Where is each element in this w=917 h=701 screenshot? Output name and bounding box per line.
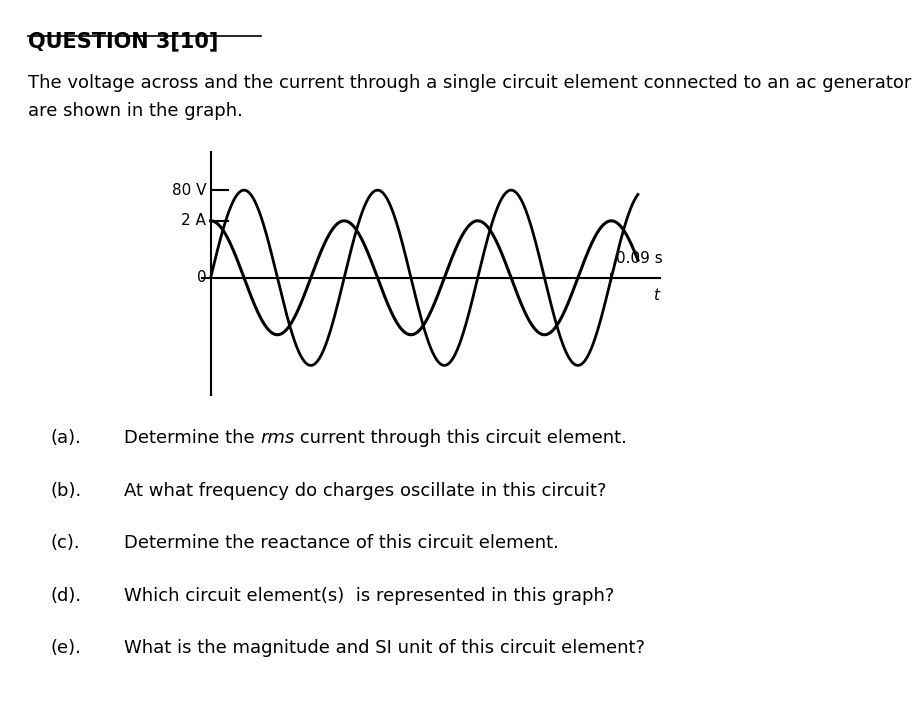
Text: What is the magnitude and SI unit of this circuit element?: What is the magnitude and SI unit of thi… bbox=[124, 639, 645, 658]
Text: Determine the reactance of this circuit element.: Determine the reactance of this circuit … bbox=[124, 534, 558, 552]
Text: are shown in the graph.: are shown in the graph. bbox=[28, 102, 242, 120]
Text: (b).: (b). bbox=[50, 482, 82, 500]
Text: current through this circuit element.: current through this circuit element. bbox=[294, 429, 627, 447]
Text: 0.09 s: 0.09 s bbox=[615, 252, 662, 266]
Text: t: t bbox=[653, 288, 658, 304]
Text: Which circuit element(s)  is represented in this graph?: Which circuit element(s) is represented … bbox=[124, 587, 614, 605]
Text: At what frequency do charges oscillate in this circuit?: At what frequency do charges oscillate i… bbox=[124, 482, 606, 500]
Text: (e).: (e). bbox=[50, 639, 82, 658]
Text: QUESTION 3[10]: QUESTION 3[10] bbox=[28, 32, 218, 52]
Text: (d).: (d). bbox=[50, 587, 82, 605]
Text: The voltage across and the current through a single circuit element connected to: The voltage across and the current throu… bbox=[28, 74, 911, 92]
Text: 0: 0 bbox=[196, 271, 206, 285]
Text: Determine the: Determine the bbox=[124, 429, 260, 447]
Text: 80 V: 80 V bbox=[171, 183, 206, 198]
Text: (c).: (c). bbox=[50, 534, 80, 552]
Text: rms: rms bbox=[260, 429, 294, 447]
Text: 2 A: 2 A bbox=[182, 213, 206, 229]
Text: (a).: (a). bbox=[50, 429, 82, 447]
